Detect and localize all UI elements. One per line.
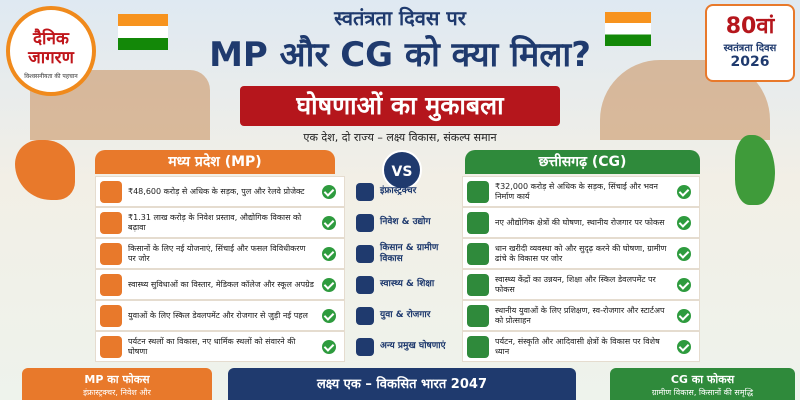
check-icon bbox=[677, 277, 691, 292]
cg-text: धान खरीदी व्यवस्था को और सुदृढ़ करने की … bbox=[495, 243, 667, 263]
cg-map bbox=[735, 135, 775, 205]
brand-name: दैनिक जागरण bbox=[28, 29, 74, 68]
category-label: अन्य प्रमुख घोषणाएं bbox=[380, 341, 446, 351]
cg-row: ₹32,000 करोड़ से अधिक के सड़क, सिंचाई और… bbox=[462, 176, 700, 207]
mp-row: स्वास्थ्य सुविधाओं का विस्तार, मेडिकल कॉ… bbox=[95, 269, 345, 300]
category-label: किसान & ग्रामीण विकास bbox=[380, 242, 439, 264]
flag bbox=[118, 14, 168, 50]
mp-focus: MP का फोकस इंफ्रास्ट्रक्चर, निवेश और bbox=[22, 368, 212, 400]
cg-row: स्वास्थ्य केंद्रों का उन्नयन, शिक्षा और … bbox=[462, 269, 700, 300]
icon bbox=[467, 211, 489, 234]
icon bbox=[356, 275, 374, 294]
mp-text: पर्यटन स्थलों का विकास, नए धार्मिक स्थलो… bbox=[128, 336, 296, 356]
check-icon bbox=[677, 184, 691, 199]
mp-row: ₹1.31 लाख करोड़ के निवेश प्रस्ताव, औद्यो… bbox=[95, 207, 345, 238]
category-label: युवा & रोजगार bbox=[380, 310, 431, 320]
goal-banner: लक्ष्य एक – विकसित भारत 2047 bbox=[228, 368, 576, 400]
cg-text: पर्यटन, संस्कृति और आदिवासी क्षेत्रों के… bbox=[495, 336, 660, 356]
mp-text: युवाओं के लिए स्किल डेवलपमेंट और रोजगार … bbox=[128, 310, 308, 320]
mp-column: ₹48,600 करोड़ से अधिक के सड़क, पुल और रे… bbox=[95, 176, 345, 362]
category-column: इंफ्रास्ट्रक्चर निवेश & उद्योग किसान & ग्र… bbox=[352, 176, 460, 362]
cg-focus: CG का फोकस ग्रामीण विकास, किसानों की समृ… bbox=[610, 368, 795, 400]
check-icon bbox=[322, 308, 336, 323]
mp-focus-text: इंफ्रास्ट्रक्चर, निवेश और bbox=[83, 388, 151, 397]
icon bbox=[356, 306, 374, 325]
category-row: अन्य प्रमुख घोषणाएं bbox=[352, 331, 460, 362]
flag bbox=[605, 12, 651, 46]
mp-focus-title: MP का फोकस bbox=[84, 373, 150, 386]
mp-text: ₹48,600 करोड़ से अधिक के सड़क, पुल और रे… bbox=[128, 186, 305, 196]
cg-focus-text: ग्रामीण विकास, किसानों की समृद्धि bbox=[651, 388, 754, 397]
cg-header: छत्तीसगढ़ (CG) bbox=[465, 150, 700, 174]
badge-year: 2026 bbox=[730, 54, 770, 70]
cg-text: स्वास्थ्य केंद्रों का उन्नयन, शिक्षा और … bbox=[495, 274, 656, 294]
cg-row: पर्यटन, संस्कृति और आदिवासी क्षेत्रों के… bbox=[462, 331, 700, 362]
icon bbox=[100, 242, 122, 265]
category-row: इंफ्रास्ट्रक्चर bbox=[352, 176, 460, 207]
icon bbox=[100, 304, 122, 327]
icon bbox=[100, 180, 122, 203]
icon bbox=[467, 335, 489, 358]
mp-header: मध्य प्रदेश (MP) bbox=[95, 150, 335, 174]
cg-row: स्थानीय युवाओं के लिए प्रशिक्षण, स्व-रोज… bbox=[462, 300, 700, 331]
icon bbox=[467, 242, 489, 265]
cg-column: ₹32,000 करोड़ से अधिक के सड़क, सिंचाई और… bbox=[462, 176, 700, 362]
cg-text: नए औद्योगिक क्षेत्रों की घोषणा, स्थानीय … bbox=[495, 217, 665, 227]
mp-row: किसानों के लिए नई योजनाएं, सिंचाई और फसल… bbox=[95, 238, 345, 269]
icon bbox=[356, 244, 374, 263]
check-icon bbox=[322, 277, 336, 292]
category-row: किसान & ग्रामीण विकास bbox=[352, 238, 460, 269]
subtitle: एक देश, दो राज्य – लक्ष्य विकास, संकल्प … bbox=[303, 131, 497, 144]
category-label: निवेश & उद्योग bbox=[380, 217, 431, 227]
cg-text: ₹32,000 करोड़ से अधिक के सड़क, सिंचाई और… bbox=[495, 181, 658, 201]
check-icon bbox=[322, 215, 336, 230]
category-label: स्वास्थ्य & शिक्षा bbox=[380, 279, 435, 289]
mp-text: किसानों के लिए नई योजनाएं, सिंचाई और फसल… bbox=[128, 243, 306, 263]
cg-row: नए औद्योगिक क्षेत्रों की घोषणा, स्थानीय … bbox=[462, 207, 700, 238]
check-icon bbox=[677, 339, 691, 354]
icon bbox=[100, 273, 122, 296]
icon bbox=[356, 337, 374, 356]
cg-focus-title: CG का फोकस bbox=[670, 373, 735, 386]
check-icon bbox=[677, 215, 691, 230]
mp-text: स्वास्थ्य सुविधाओं का विस्तार, मेडिकल कॉ… bbox=[128, 279, 314, 289]
mp-row: युवाओं के लिए स्किल डेवलपमेंट और रोजगार … bbox=[95, 300, 345, 331]
icon bbox=[467, 273, 489, 296]
cg-text: स्थानीय युवाओं के लिए प्रशिक्षण, स्व-रोज… bbox=[495, 305, 665, 325]
icon bbox=[467, 180, 489, 203]
brand-tagline: विश्वसनीयता की पहचान bbox=[24, 73, 78, 80]
title: MP और CG को क्या मिला? bbox=[209, 35, 591, 75]
icon bbox=[356, 213, 374, 232]
icon bbox=[356, 182, 374, 201]
check-icon bbox=[322, 184, 336, 199]
icon bbox=[100, 335, 122, 358]
logo: दैनिक जागरण विश्वसनीयता की पहचान bbox=[6, 6, 96, 96]
category-row: युवा & रोजगार bbox=[352, 300, 460, 331]
kicker: स्वतंत्रता दिवस पर bbox=[334, 6, 466, 30]
banner: घोषणाओं का मुकाबला bbox=[240, 86, 560, 126]
category-row: निवेश & उद्योग bbox=[352, 207, 460, 238]
icon bbox=[100, 211, 122, 234]
check-icon bbox=[322, 339, 336, 354]
badge-number: 80वां bbox=[725, 14, 775, 39]
icon bbox=[467, 304, 489, 327]
category-label: इंफ्रास्ट्रक्चर bbox=[380, 186, 417, 196]
mp-row: पर्यटन स्थलों का विकास, नए धार्मिक स्थलो… bbox=[95, 331, 345, 362]
check-icon bbox=[677, 308, 691, 323]
vs-badge: VS bbox=[382, 150, 422, 190]
check-icon bbox=[677, 246, 691, 261]
category-row: स्वास्थ्य & शिक्षा bbox=[352, 269, 460, 300]
mp-row: ₹48,600 करोड़ से अधिक के सड़क, पुल और रे… bbox=[95, 176, 345, 207]
cg-row: धान खरीदी व्यवस्था को और सुदृढ़ करने की … bbox=[462, 238, 700, 269]
goal-title: लक्ष्य एक – विकसित भारत 2047 bbox=[316, 377, 487, 392]
check-icon bbox=[322, 246, 336, 261]
badge-label: स्वतंत्रता दिवस bbox=[723, 43, 777, 54]
mp-text: ₹1.31 लाख करोड़ के निवेश प्रस्ताव, औद्यो… bbox=[128, 212, 302, 232]
badge: 80वां स्वतंत्रता दिवस 2026 bbox=[705, 4, 795, 82]
mp-map bbox=[15, 140, 75, 200]
